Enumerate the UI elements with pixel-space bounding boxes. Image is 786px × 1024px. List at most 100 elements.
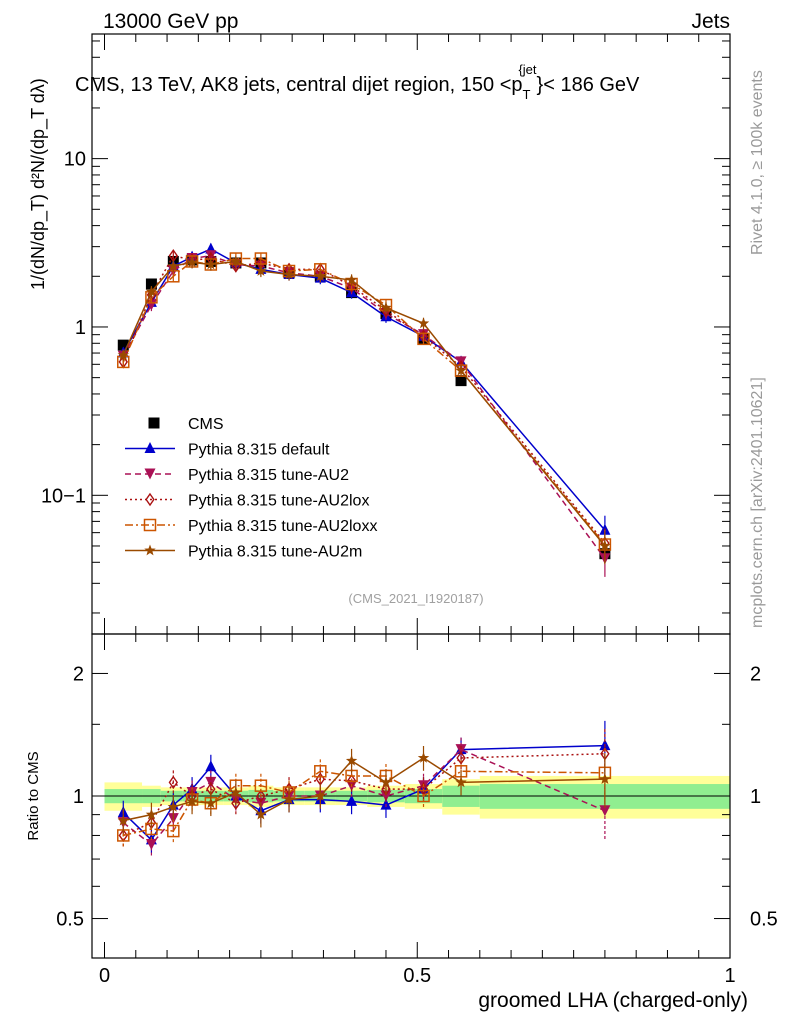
legend-marker: [144, 544, 156, 556]
data-point: [145, 278, 157, 290]
analysis-tag: (CMS_2021_I1920187): [348, 591, 483, 606]
ratio-point: [167, 824, 180, 838]
ratio-point: [283, 793, 295, 805]
title-tail: }< 186 GeV: [537, 74, 641, 96]
ratio-point: [254, 779, 268, 792]
legend-label: Pythia 8.315 tune-AU2: [188, 467, 349, 484]
data-point: [417, 317, 430, 329]
data-point: [117, 349, 129, 360]
ratio-point: [599, 773, 611, 784]
ratio-ytick-label-right: 0.5: [750, 909, 778, 931]
ratio-ytick-label-right: 1: [750, 786, 761, 808]
series-line: [122, 257, 606, 546]
ratio-point: [231, 796, 241, 810]
xtick-label: 0.5: [403, 965, 431, 987]
data-point: [255, 265, 267, 276]
title-sup: {jet: [518, 62, 536, 77]
ratio-panel: 0.5 0.5 1 1 2 2 0 0.5 1 Ratio to CMS groomed LHA…: [25, 633, 778, 1012]
data-point: [205, 258, 217, 270]
legend-marker: [148, 417, 160, 429]
legend-marker: [144, 468, 156, 480]
legend-label: Pythia 8.315 tune-AU2loxx: [188, 518, 377, 535]
ratio-point: [456, 751, 466, 765]
ratio-ytick-label-right: 2: [750, 663, 761, 685]
ratio-line: [123, 770, 605, 837]
ratio-point: [256, 789, 266, 803]
rivet-version-label: Rivet 4.1.0, ≥ 100k events: [749, 70, 766, 255]
data-point: [599, 540, 611, 551]
ratio-series-group: [117, 720, 612, 858]
legend-marker: [144, 442, 156, 453]
data-point: [186, 256, 198, 268]
ratio-point: [417, 789, 430, 803]
data-point: [283, 268, 295, 280]
data-point: [417, 332, 430, 346]
legend-item-pythia-8-315-tune-au2loxx: Pythia 8.315 tune-AU2loxx: [125, 518, 377, 535]
main-ylabel: 1/(dN/dp_T) d²N/(dp_T dλ): [28, 78, 49, 290]
ratio-point: [380, 790, 392, 802]
legend-item-cms: CMS: [148, 416, 224, 433]
mcplots-label: mcplots.cern.ch [arXiv:2401.10621]: [749, 377, 766, 628]
legend-item-pythia-8-315-tune-au2m: Pythia 8.315 tune-AU2m: [125, 544, 362, 561]
main-series-group: [117, 242, 612, 577]
series-cms: [117, 254, 611, 560]
ratio-point: [168, 775, 179, 790]
data-point: [254, 252, 268, 265]
legend-item-pythia-8-315-tune-au2lox: Pythia 8.315 tune-AU2lox: [125, 493, 369, 510]
data-point: [455, 375, 467, 387]
legend: CMS Pythia 8.315 default Pythia 8.315 tune…: [125, 416, 377, 561]
main-ytick-label: 1: [75, 317, 86, 339]
ratio-ytick-label: 1: [73, 786, 84, 808]
legend-item-pythia-8-315-default: Pythia 8.315 default: [125, 442, 330, 459]
ratio-point: [255, 808, 267, 820]
data-point: [145, 285, 158, 297]
energy-label: 13000 GeV pp: [103, 10, 238, 33]
ratio-point: [455, 744, 467, 756]
ratio-point: [230, 786, 242, 798]
ratio-series-pythia-8-315-tune-au2m: [117, 746, 611, 834]
process-label: Jets: [691, 10, 730, 33]
ratio-ytick-label: 2: [73, 663, 84, 685]
plot-title: CMS, 13 TeV, AK8 jets, central dijet reg…: [75, 62, 640, 102]
ratio-point: [380, 776, 392, 788]
title-sub: T: [523, 87, 531, 102]
ratio-point: [455, 776, 467, 788]
ratio-frame: [91, 633, 731, 959]
main-ytick-label: 10−1: [41, 485, 86, 507]
data-point: [314, 270, 326, 282]
ratio-point: [314, 790, 326, 801]
data-point: [230, 255, 242, 267]
main-axes: 10−1 1 10: [41, 34, 731, 634]
ratio-point: [314, 765, 327, 778]
ratio-point: [167, 800, 179, 812]
data-point: [455, 364, 467, 376]
ratio-point: [205, 797, 217, 809]
main-ytick-label: 10: [64, 149, 86, 171]
legend-label: Pythia 8.315 tune-AU2lox: [188, 493, 369, 510]
data-point: [167, 260, 179, 271]
ratio-point: [117, 814, 129, 826]
title-main: CMS, 13 TeV, AK8 jets, central dijet reg…: [75, 74, 523, 96]
legend-label: Pythia 8.315 default: [188, 442, 330, 459]
ratio-point: [345, 754, 358, 766]
legend-item-pythia-8-315-tune-au2: Pythia 8.315 tune-AU2: [125, 467, 349, 484]
ratio-point: [205, 760, 217, 772]
series-pythia-8-315-tune-au2m: [117, 255, 611, 565]
ratio-line: [122, 744, 605, 842]
series-pythia-8-315-tune-au2loxx: [117, 252, 612, 563]
ratio-ytick-label: 0.5: [56, 909, 84, 931]
ratio-point: [346, 794, 358, 806]
legend-label: CMS: [188, 416, 224, 433]
ratio-point: [145, 808, 158, 820]
legend-label: Pythia 8.315 tune-AU2m: [188, 544, 362, 561]
legend-marker: [143, 518, 157, 532]
x-axis-label: groomed LHA (charged-only): [478, 989, 748, 1012]
ratio-point: [186, 795, 198, 807]
ratio-ylabel: Ratio to CMS: [25, 751, 42, 840]
data-point: [380, 301, 392, 313]
xtick-label: 0: [99, 965, 110, 987]
data-point: [345, 274, 358, 285]
xtick-label: 1: [724, 965, 735, 987]
data-point: [117, 339, 129, 351]
